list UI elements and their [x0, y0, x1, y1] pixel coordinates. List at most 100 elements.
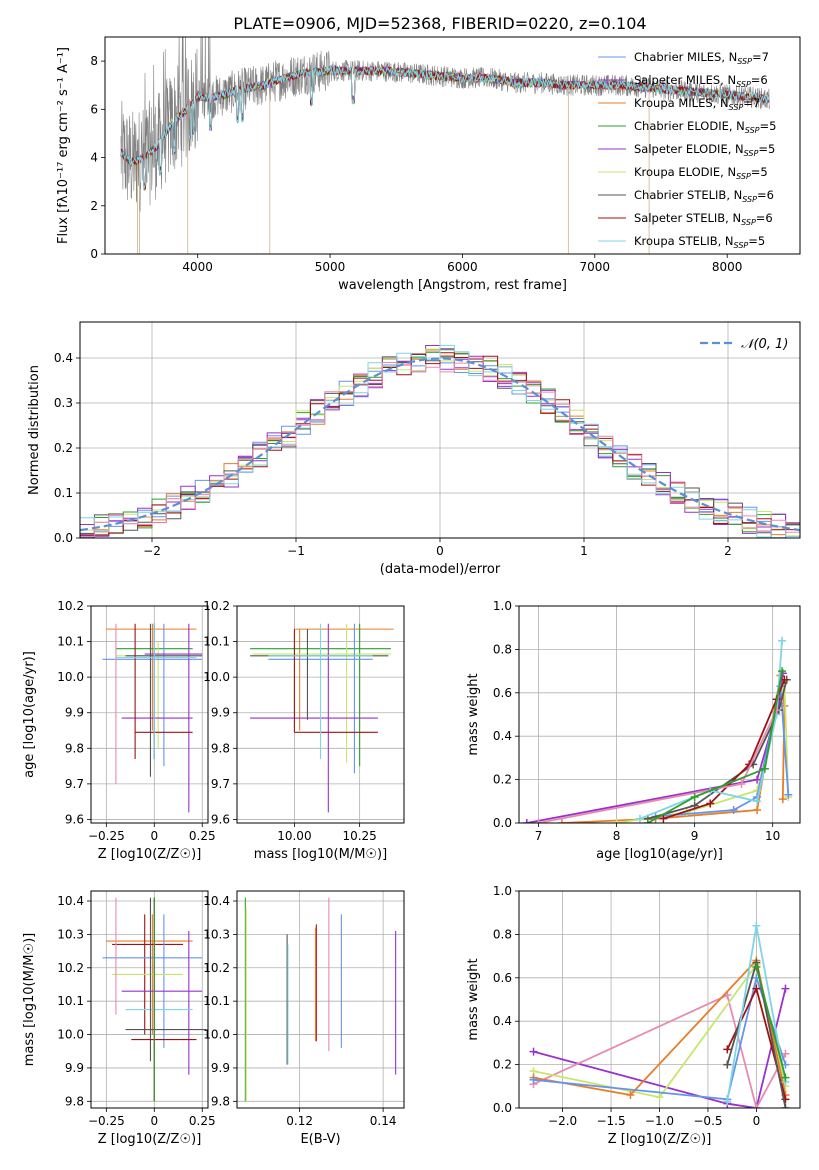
x-tick-label: 10: [765, 829, 780, 843]
data-point-marker: [760, 764, 769, 773]
y-tick-label: 9.6: [211, 812, 230, 826]
y-tick-label: 10.0: [57, 1028, 84, 1042]
y-tick-label: 9.9: [65, 1061, 84, 1075]
y-tick-label: 9.7: [65, 777, 84, 791]
x-tick-label: 5000: [315, 260, 346, 274]
legend-label: Salpeter STELIB, NSSP=6: [634, 211, 773, 227]
panel-mass_vs_EBV: 0.12 0.14 9.8 9.9 10.0 10.1 10.2 10.3 10.4 E(B-V): [203, 890, 405, 1147]
data-point-marker: [752, 921, 761, 930]
data-point-marker: [781, 1095, 790, 1104]
x-tick-label: −1.0: [645, 1114, 674, 1128]
y-tick-label: 10.4: [203, 894, 230, 908]
mass-weight-series: [533, 958, 787, 1096]
y-tick-label: 9.8: [211, 741, 230, 755]
axes-frame: [104, 36, 801, 255]
y-tick-label: 10.0: [203, 1028, 230, 1042]
legend-label-sub: SSP: [737, 57, 752, 66]
data-point-marker: [706, 799, 715, 808]
y-tick-label: 6: [90, 102, 98, 116]
data-point-marker: [781, 1073, 790, 1082]
data-point-marker: [635, 814, 644, 823]
y-tick-label: 10.1: [203, 635, 230, 649]
y-tick-label: 10.2: [203, 961, 230, 975]
x-tick-label: −2: [143, 544, 161, 558]
legend-label: 𝒩(0, 1): [741, 337, 788, 352]
mass-weight-series: [755, 966, 787, 1078]
data-point-marker: [752, 962, 761, 971]
plot-area: [80, 344, 800, 538]
x-tick-label: −0.25: [88, 1114, 125, 1128]
x-tick-label: −0.5: [693, 1114, 722, 1128]
data-point-marker: [753, 775, 762, 784]
y-tick-label: 0.1: [54, 486, 73, 500]
data-point-marker: [778, 667, 787, 676]
y-tick-label: 0.2: [54, 441, 73, 455]
axes-frame: [518, 890, 801, 1109]
panel-mass_vs_Z: −0.25 0 0.25 9.8 9.9 10.0 10.1 10.2 10.3 10.4 Z [l…: [22, 890, 216, 1147]
data-point-marker: [690, 792, 699, 801]
y-tick-label: 10.0: [203, 670, 230, 684]
y-tick-label: 8: [90, 54, 98, 68]
data-point-marker: [752, 984, 761, 993]
x-tick-label: 0: [150, 1114, 158, 1128]
data-point-marker: [781, 1104, 790, 1108]
mass-weight-series: [533, 993, 787, 1108]
data-point-marker: [723, 1060, 732, 1069]
x-axis-label: E(B-V): [300, 1132, 340, 1147]
x-tick-label: 2: [724, 544, 732, 558]
y-tick-label: 10.3: [57, 927, 84, 941]
x-axis-label: Z [log10(Z/Z☉)]: [98, 847, 202, 862]
data-point-marker: [529, 1075, 538, 1084]
data-point-marker: [723, 1097, 732, 1106]
panel-residuals: −2 −1 0 1 2 0.0 0.1 0.2 0.3 0.4 (data-model)/error…: [27, 321, 801, 577]
x-tick-label: 0.25: [189, 1114, 216, 1128]
legend-label: Chabrier STELIB, NSSP=6: [634, 188, 774, 204]
data-point-marker: [780, 675, 789, 684]
legend-label-suffix: =6: [757, 188, 774, 202]
legend-label-sub: SSP: [745, 126, 760, 135]
x-tick-label: −1.5: [596, 1114, 625, 1128]
y-tick-label: 0.0: [493, 816, 512, 830]
data-point-marker: [753, 797, 762, 806]
data-point-marker: [655, 1093, 664, 1102]
data-point-marker: [784, 790, 793, 799]
panel-mass_weight_vs_Z: −2.0 −1.5 −1.0 −0.5 0 0.0 0.2 0.4 0.6 0.8 1.0 Z [lo…: [466, 884, 801, 1147]
x-tick-label: 9: [691, 829, 699, 843]
y-tick-label: 0.2: [493, 773, 512, 787]
data-point-marker: [723, 1045, 732, 1054]
legend-label-suffix: =5: [758, 142, 775, 156]
y-tick-label: 1.0: [493, 884, 512, 898]
y-tick-label: 9.8: [65, 1094, 84, 1108]
legend-label: Kroupa STELIB, NSSP=5: [634, 234, 765, 250]
x-axis-label: wavelength [Angstrom, rest frame]: [338, 278, 567, 293]
plot-area: [250, 623, 394, 813]
data-point-marker: [643, 819, 652, 823]
y-tick-label: 10.2: [57, 599, 84, 613]
plot-area: [522, 636, 793, 823]
data-point-marker: [729, 805, 738, 814]
y-tick-label: 0.3: [54, 396, 73, 410]
data-point-marker: [534, 819, 543, 823]
y-tick-label: 10.2: [57, 961, 84, 975]
x-tick-label: 0.12: [286, 1114, 313, 1128]
figure-title: PLATE=0906, MJD=52368, FIBERID=0220, z=0…: [233, 14, 646, 33]
y-tick-label: 10.1: [57, 635, 84, 649]
y-tick-label: 9.6: [65, 812, 84, 826]
y-tick-label: 0.4: [493, 729, 512, 743]
legend-label-sub: SSP: [734, 241, 749, 250]
observed-spectrum-line: [120, 37, 770, 212]
x-tick-label: 1: [580, 544, 588, 558]
legend-label: Salpeter ELODIE, NSSP=5: [634, 142, 775, 158]
y-tick-label: 10.1: [203, 994, 230, 1008]
panel-age_vs_mass: 10.00 10.25 9.6 9.7 9.8 9.9 10.0 10.1 10.2 mass […: [203, 599, 405, 862]
data-point-marker: [659, 814, 668, 823]
data-point-marker: [753, 805, 762, 814]
legend-label-suffix: =6: [756, 211, 773, 225]
legend-label-text: Kroupa ELODIE, N: [634, 165, 736, 179]
legend-label-text: Kroupa MILES, N: [634, 96, 729, 110]
x-tick-label: 4000: [182, 260, 213, 274]
y-tick-label: 10.1: [57, 994, 84, 1008]
legend-label-sub: SSP: [741, 218, 756, 227]
